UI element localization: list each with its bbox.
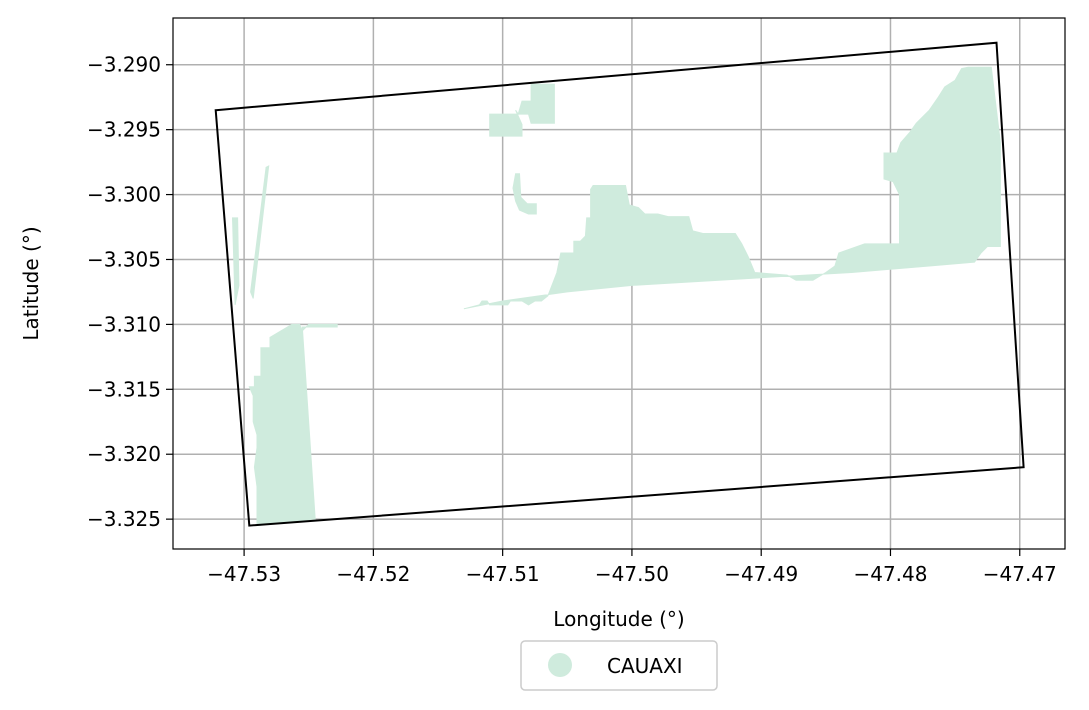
boundary-outline <box>214 41 1025 527</box>
x-tick-label-5: −47.48 <box>853 562 927 586</box>
y-tick-label-0: −3.290 <box>87 53 161 77</box>
x-tick-label-3: −47.50 <box>595 562 669 586</box>
y-tick-label-5: −3.315 <box>87 377 161 401</box>
axes-frame <box>172 17 1066 550</box>
x-tick-label-6: −47.47 <box>983 562 1057 586</box>
legend-label-cauaxi: CAUAXI <box>607 654 683 678</box>
y-axis-title: Latitude (°) <box>19 226 43 340</box>
region-polygon-2 <box>248 323 338 527</box>
region-polygon-6 <box>512 173 537 215</box>
region-polygon-3 <box>463 66 1001 310</box>
x-tick-label-4: −47.49 <box>724 562 798 586</box>
legend-box <box>520 640 718 691</box>
y-tick-label-3: −3.305 <box>87 247 161 271</box>
y-tick-label-4: −3.310 <box>87 312 161 336</box>
x-axis-ticks: −47.53 −47.52 −47.51 −47.50 −47.49 −47.48 −47.… <box>207 549 1057 586</box>
y-tick-label-2: −3.300 <box>87 183 161 207</box>
legend-marker-cauaxi <box>548 653 572 677</box>
y-tick-label-7: −3.325 <box>87 507 161 531</box>
region-polygon-1 <box>250 165 270 299</box>
y-tick-label-1: −3.295 <box>87 118 161 142</box>
y-tick-label-6: −3.320 <box>87 442 161 466</box>
region-polygons <box>231 66 1001 527</box>
region-polygon-0 <box>231 217 240 305</box>
region-polygon-4 <box>517 83 555 124</box>
x-tick-label-2: −47.51 <box>466 562 540 586</box>
region-polygon-5 <box>489 109 523 137</box>
legend: CAUAXI <box>520 640 718 691</box>
x-tick-label-1: −47.52 <box>336 562 410 586</box>
x-axis-title: Longitude (°) <box>553 607 684 631</box>
x-tick-label-0: −47.53 <box>207 562 281 586</box>
boundary-polygon <box>214 41 1025 527</box>
y-axis-ticks: −3.290 −3.295 −3.300 −3.305 −3.310 −3.315 −3.3… <box>87 53 173 531</box>
